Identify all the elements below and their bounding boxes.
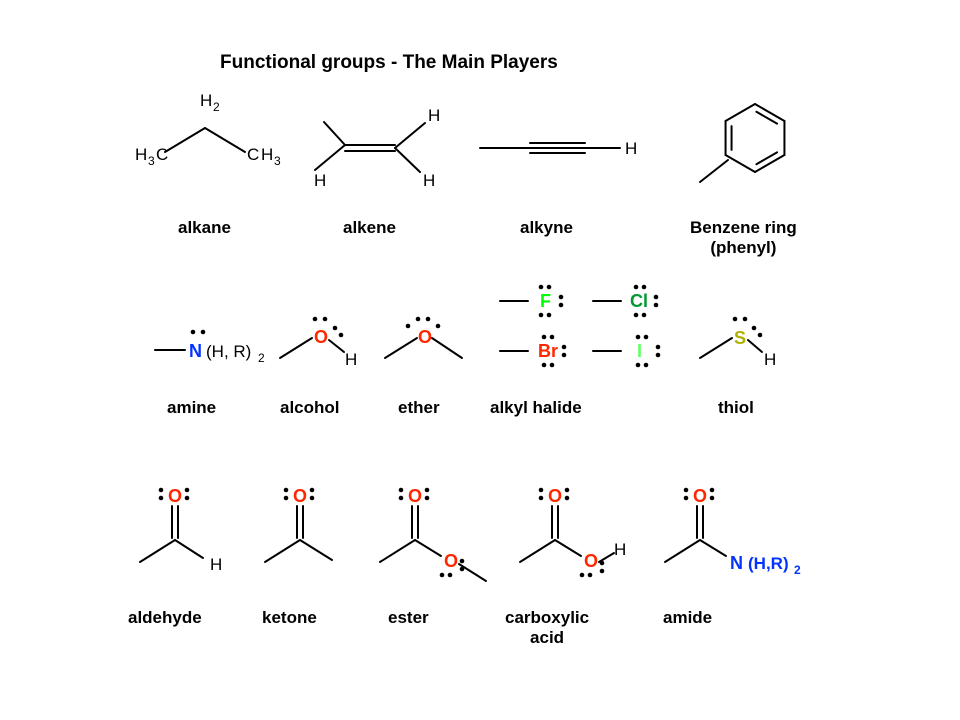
svg-text:C: C	[156, 145, 168, 164]
svg-text:H: H	[423, 171, 435, 190]
label-amide: amide	[663, 608, 712, 628]
label-amine: amine	[167, 398, 216, 418]
svg-text:O: O	[584, 551, 598, 571]
label-thiol: thiol	[718, 398, 754, 418]
label-ester: ester	[388, 608, 429, 628]
svg-text:H: H	[614, 540, 626, 559]
svg-text:2: 2	[794, 563, 801, 577]
label-alkene: alkene	[343, 218, 396, 238]
svg-text:H: H	[428, 106, 440, 125]
svg-text:O: O	[408, 486, 422, 506]
svg-text:(H, R): (H, R)	[206, 342, 251, 361]
diagram-title: Functional groups - The Main Players	[220, 52, 558, 74]
svg-text:Br: Br	[538, 341, 558, 361]
svg-text:O: O	[418, 327, 432, 347]
svg-text:O: O	[548, 486, 562, 506]
svg-text:H: H	[261, 145, 273, 164]
svg-text:F: F	[540, 291, 551, 311]
svg-text:Cl: Cl	[630, 291, 648, 311]
svg-text:3: 3	[148, 154, 155, 168]
svg-text:N: N	[730, 553, 743, 573]
svg-text:H: H	[210, 555, 222, 574]
svg-text:2: 2	[213, 100, 220, 114]
label-alkyne: alkyne	[520, 218, 573, 238]
svg-text:H: H	[764, 350, 776, 369]
label-carboxylic: carboxylic acid	[505, 608, 589, 647]
svg-text:I: I	[637, 341, 642, 361]
label-phenyl: Benzene ring (phenyl)	[690, 218, 797, 257]
label-ketone: ketone	[262, 608, 317, 628]
svg-text:H: H	[200, 91, 212, 110]
svg-text:O: O	[168, 486, 182, 506]
svg-text:O: O	[444, 551, 458, 571]
label-aldehyde: aldehyde	[128, 608, 202, 628]
svg-text:H: H	[135, 145, 147, 164]
svg-text:H: H	[625, 139, 637, 158]
svg-text:O: O	[314, 327, 328, 347]
label-alcohol: alcohol	[280, 398, 340, 418]
label-halide: alkyl halide	[490, 398, 582, 418]
functional-groups-diagram: { "canvas":{"w":960,"h":720,"background"…	[0, 0, 960, 720]
svg-text:3: 3	[274, 154, 281, 168]
label-alkane: alkane	[178, 218, 231, 238]
svg-text:H: H	[314, 171, 326, 190]
svg-text:O: O	[293, 486, 307, 506]
svg-text:S: S	[734, 328, 746, 348]
svg-text:(H,R): (H,R)	[748, 554, 789, 573]
svg-text:H: H	[345, 350, 357, 369]
svg-text:N: N	[189, 341, 202, 361]
label-ether: ether	[398, 398, 440, 418]
svg-text:C: C	[247, 145, 259, 164]
svg-text:O: O	[693, 486, 707, 506]
svg-text:2: 2	[258, 351, 265, 365]
